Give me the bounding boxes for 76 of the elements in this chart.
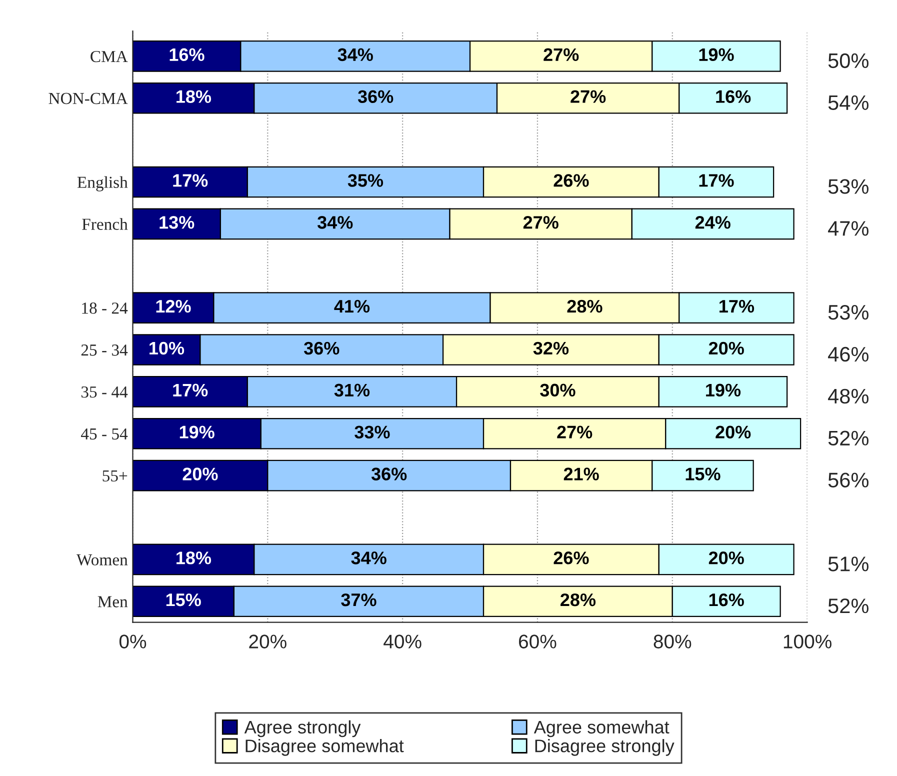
data-label: 20%	[182, 468, 218, 480]
data-label: 16%	[709, 593, 744, 606]
text: 50%	[828, 53, 868, 68]
data-label: 16%	[716, 90, 751, 103]
y-tick-label: English	[77, 176, 128, 192]
y-tick-label: 55+	[102, 470, 128, 482]
x-tick-label: 80%	[654, 634, 692, 648]
y-tick-label: 35 - 44	[81, 386, 128, 398]
text: 53%	[828, 179, 868, 194]
text: 51%	[828, 556, 868, 572]
data-label: 17%	[699, 174, 734, 187]
data-label: 19%	[699, 48, 734, 62]
x-tick-label: 0%	[119, 634, 146, 648]
data-label: 36%	[371, 468, 407, 480]
y-tick-label: CMA	[90, 50, 128, 62]
data-label: 19%	[706, 384, 741, 397]
data-label: 31%	[334, 384, 370, 397]
y-tick-label: 25 - 34	[81, 344, 128, 356]
y-tick-label: French	[82, 218, 128, 230]
text: 56%	[828, 472, 868, 488]
data-label: 34%	[317, 216, 353, 229]
data-label: 15%	[686, 468, 720, 480]
data-label: 12%	[156, 300, 191, 313]
text: 53%	[828, 304, 868, 320]
legend-label: Disagree somewhat	[246, 739, 404, 756]
data-label: 15%	[166, 593, 201, 606]
data-label: 27%	[523, 216, 558, 229]
y-tick-label: Women	[76, 554, 128, 566]
data-label: 21%	[564, 468, 599, 480]
data-label: 28%	[567, 300, 602, 313]
data-label: 17%	[720, 300, 754, 313]
legend-label: Agree somewhat	[534, 720, 670, 738]
text: 54%	[828, 95, 868, 110]
data-label: 13%	[160, 216, 194, 229]
x-tick-label: 60%	[519, 634, 556, 648]
data-label: 17%	[173, 174, 208, 187]
y-tick-label: NON-CMA	[48, 92, 128, 104]
text: 47%	[828, 221, 868, 236]
data-label: 36%	[358, 90, 394, 104]
data-label: 10%	[150, 342, 184, 355]
data-label: 26%	[554, 174, 589, 187]
data-label: 34%	[351, 552, 386, 564]
data-label: 20%	[708, 552, 744, 564]
data-label: 30%	[540, 384, 576, 397]
data-label: 19%	[180, 426, 214, 438]
data-label: 28%	[560, 593, 596, 606]
y-tick-label: 18 - 24	[82, 302, 128, 314]
data-label: 16%	[170, 48, 204, 62]
data-label: 41%	[334, 300, 370, 313]
text: 52%	[828, 430, 868, 446]
data-label: 36%	[304, 342, 340, 355]
data-label: 34%	[338, 48, 373, 62]
data-label: 17%	[173, 384, 208, 397]
data-label: 35%	[348, 174, 384, 187]
data-label: 32%	[533, 342, 569, 355]
data-label: 33%	[354, 426, 390, 439]
data-label: 26%	[554, 552, 589, 564]
text: 46%	[828, 346, 868, 362]
data-label: 18%	[176, 552, 212, 564]
legend-label: Disagree strongly	[535, 739, 674, 756]
data-label: 24%	[695, 216, 730, 229]
text: 52%	[828, 598, 868, 614]
x-tick-label: 100%	[784, 634, 832, 648]
y-tick-label: Men	[98, 596, 128, 608]
x-tick-label: 40%	[384, 634, 422, 648]
data-label: 37%	[341, 593, 376, 606]
data-label: 20%	[716, 426, 751, 438]
data-label: 20%	[708, 342, 744, 355]
data-label: 27%	[557, 426, 592, 438]
legend-label: Agree strongly	[244, 720, 361, 738]
text: 48%	[828, 388, 868, 404]
data-label: 18%	[176, 90, 212, 103]
data-label: 27%	[570, 90, 606, 103]
y-tick-label: 45 - 54	[81, 428, 128, 440]
x-tick-label: 20%	[249, 634, 286, 648]
data-label: 27%	[544, 48, 579, 62]
